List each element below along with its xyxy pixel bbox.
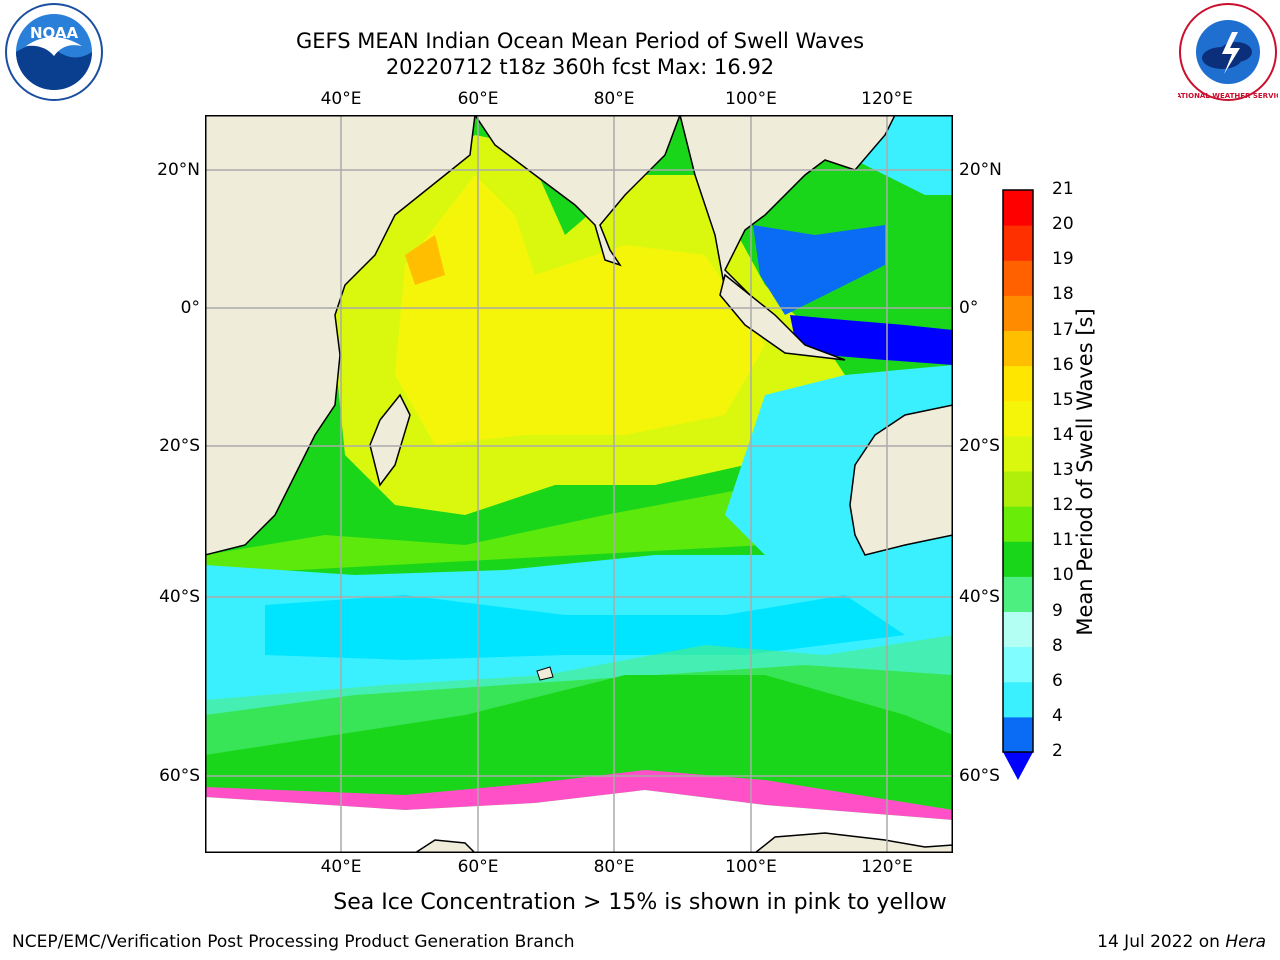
lat-label-left: 40°S	[159, 587, 200, 607]
colorbar-tick-label: 19	[1052, 249, 1074, 270]
madagascar	[369, 393, 411, 487]
footer-right: 14 Jul 2022 on Hera	[1097, 932, 1266, 952]
colorbar-swatch	[1003, 295, 1033, 331]
lon-label-bottom: 80°E	[593, 857, 635, 877]
south-china-sea	[753, 225, 885, 315]
java-sea	[790, 315, 953, 365]
india-landmass	[474, 115, 681, 267]
footer-date: 14 Jul 2022 on	[1097, 932, 1226, 952]
colorbar-swatch	[1003, 576, 1033, 612]
nws-logo: NATIONAL WEATHER SERVICE	[1178, 3, 1278, 101]
southern-ocean-swell	[205, 675, 953, 805]
nws-logo-text: NATIONAL WEATHER SERVICE	[1178, 92, 1278, 100]
colorbar-tick-label: 21	[1052, 179, 1074, 199]
colorbar-tick-label: 17	[1052, 319, 1074, 340]
colorbar-tick-label: 15	[1052, 389, 1074, 410]
max-period-patch	[405, 235, 445, 285]
chart-subtitle: 20220712 t18z 360h fcst Max: 16.92	[385, 55, 775, 79]
lat-label-right: 0°	[959, 298, 979, 318]
colorbar-swatch	[1003, 330, 1033, 367]
colorbar-swatches	[1003, 190, 1033, 753]
lat-label-right: 60°S	[959, 766, 1000, 786]
lat-label-left: 0°	[180, 298, 200, 318]
colorbar-tick-label: 20	[1052, 214, 1074, 235]
antarctica-west	[413, 839, 477, 853]
lat-label-left: 20°N	[157, 160, 200, 180]
colorbar-swatch	[1003, 611, 1033, 648]
colorbar-swatch	[1003, 260, 1033, 296]
colorbar-tick-label: 16	[1052, 354, 1074, 375]
footer-host: Hera	[1225, 932, 1266, 952]
lowest-period-core	[265, 595, 905, 660]
colorbar-tick-label: 11	[1052, 530, 1074, 551]
lon-label-bottom: 120°E	[861, 857, 913, 877]
colorbar-swatch	[1003, 365, 1033, 402]
colorbar-swatch	[1003, 681, 1033, 718]
colorbar-tick-label: 18	[1052, 284, 1074, 305]
southeast-asia-landmass	[679, 115, 896, 316]
chart-title: GEFS MEAN Indian Ocean Mean Period of Sw…	[295, 29, 865, 53]
lon-label-top: 120°E	[861, 89, 913, 109]
noaa-logo: NOAA	[5, 3, 103, 101]
lon-label-top: 60°E	[457, 89, 499, 109]
colorbar	[1002, 189, 1034, 780]
lon-label-top: 40°E	[320, 89, 362, 109]
map-border	[205, 115, 953, 853]
lat-label-left: 60°S	[159, 766, 200, 786]
colorbar-tick-label: 8	[1052, 635, 1063, 656]
noaa-logo-text: NOAA	[30, 24, 79, 42]
colorbar-swatch	[1003, 646, 1033, 683]
lon-label-top: 100°E	[725, 89, 777, 109]
colorbar-tick-label: 2	[1052, 741, 1063, 761]
peak-period-region	[395, 175, 765, 445]
sea-ice-edge	[205, 770, 953, 820]
colorbar-tick-label: 9	[1052, 600, 1063, 621]
colorbar-swatch	[1003, 225, 1033, 261]
graticule	[205, 115, 953, 853]
colorbar-swatch	[1003, 471, 1033, 507]
lat-label-right: 20°N	[959, 160, 1002, 180]
sea-ice-note: Sea Ice Concentration > 15% is shown in …	[333, 890, 947, 915]
lat-label-right: 20°S	[959, 436, 1000, 456]
colorbar-tick-label: 6	[1052, 670, 1063, 691]
colorbar-swatch	[1003, 400, 1033, 437]
colorbar-tick-label: 12	[1052, 495, 1074, 516]
colorbar-swatch	[1003, 190, 1033, 226]
colorbar-tick-label: 14	[1052, 424, 1074, 445]
lon-label-bottom: 40°E	[320, 857, 362, 877]
australia-landmass	[849, 404, 953, 556]
antarctica-east	[753, 832, 953, 853]
colorbar-tick-label: 13	[1052, 460, 1074, 480]
footer-left: NCEP/EMC/Verification Post Processing Pr…	[12, 932, 575, 952]
colorbar-tick-label: 10	[1052, 565, 1074, 586]
colorbar-swatch	[1003, 541, 1033, 577]
lat-label-right: 40°S	[959, 587, 1000, 607]
colorbar-swatch	[1003, 506, 1033, 542]
ice-region	[205, 790, 953, 853]
colorbar-swatch	[1003, 435, 1033, 472]
africa-landmass	[205, 115, 476, 556]
lon-label-top: 80°E	[593, 89, 635, 109]
lon-label-bottom: 60°E	[457, 857, 499, 877]
lat-label-left: 20°S	[159, 436, 200, 456]
kerguelen-island	[536, 666, 554, 681]
colorbar-swatch	[1003, 716, 1033, 753]
lon-label-bottom: 100°E	[725, 857, 777, 877]
colorbar-extend-arrow	[1003, 752, 1033, 780]
colorbar-tick-label: 4	[1052, 705, 1063, 726]
colorbar-label: Mean Period of Swell Waves [s]	[1073, 308, 1097, 636]
swell-period-map	[205, 115, 953, 853]
colorbar-border	[1002, 189, 1034, 753]
